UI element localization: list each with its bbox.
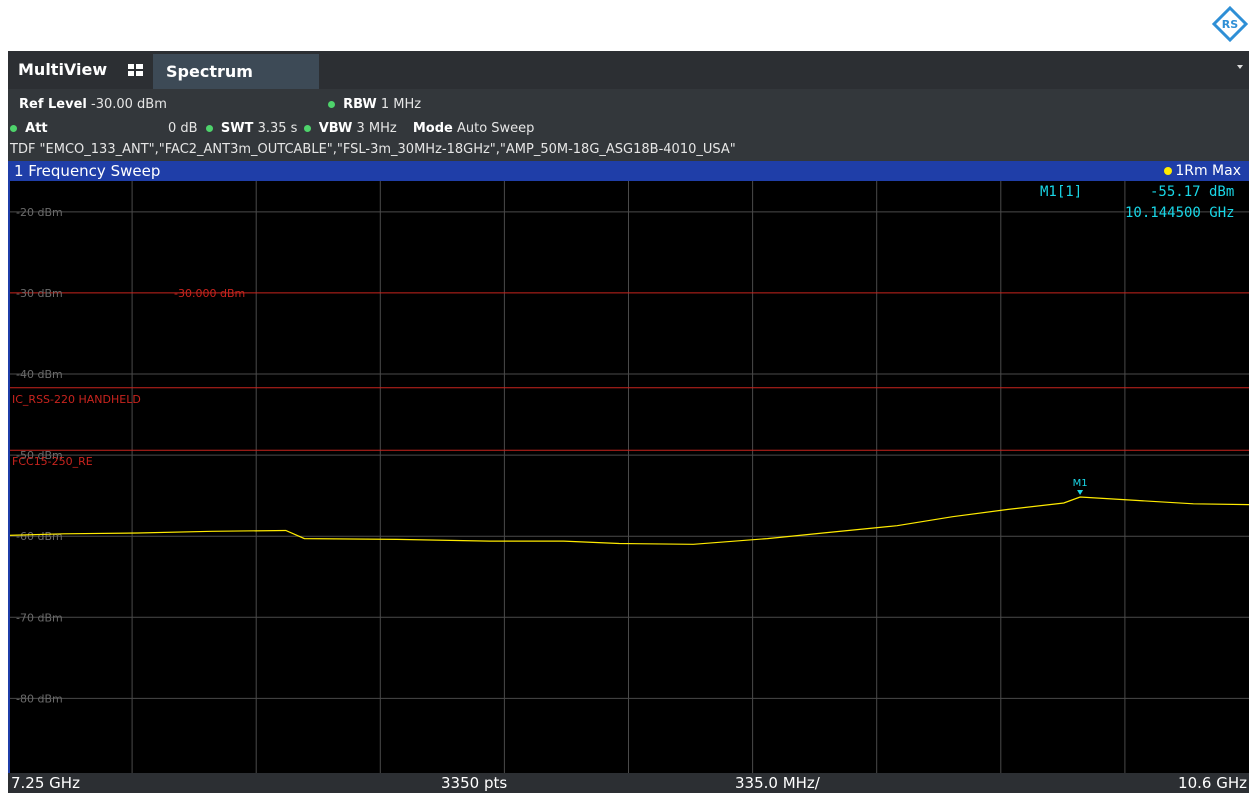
y-tick-label: -60 dBm	[16, 530, 63, 543]
start-frequency: 7.25 GHz	[11, 774, 80, 792]
marker-triangle-icon	[1077, 490, 1084, 496]
plot-left-border	[8, 181, 10, 773]
frequency-axis-footer: 7.25 GHz 3350 pts 335.0 MHz/ 10.6 GHz	[8, 773, 1249, 793]
swt-label: SWT	[220, 121, 254, 136]
coupled-indicator-icon	[328, 101, 335, 108]
att-row: Att	[10, 121, 48, 136]
span-per-division: 335.0 MHz/	[735, 774, 820, 792]
tab-multiview-label: MultiView	[18, 60, 108, 79]
reference-level-label: -30.000 dBm	[174, 287, 245, 300]
measurement-settings-panel: Ref Level -30.00 dBm RBW 1 MHz Att 0 dB …	[8, 89, 1249, 169]
spectrum-trace	[8, 496, 1249, 545]
marker-level: -55.17 dBm	[1150, 184, 1235, 200]
tab-multiview[interactable]: MultiView	[8, 51, 153, 89]
mode-label: Mode	[412, 121, 453, 136]
coupled-indicator-icon	[10, 125, 17, 132]
att-swt-row: 0 dB SWT 3.35 s VBW 3 MHz Mode Auto Swee…	[168, 121, 534, 136]
y-tick-label: -40 dBm	[16, 368, 63, 381]
att-label: Att	[25, 121, 48, 136]
spectrum-analyzer-window: MultiView Spectrum Ref Level -30.00 dBm …	[8, 51, 1249, 793]
limit-line-label: FCC15-250_RE	[12, 455, 93, 468]
spectrum-chart: -20 dBm -40 dBm -50 dBm -60 dBm -70 dBm -80 d…	[8, 181, 1249, 773]
stop-frequency: 10.6 GHz	[1178, 774, 1247, 792]
rohde-schwarz-logo-icon: RS	[1212, 6, 1248, 42]
rbw-label: RBW	[343, 97, 377, 112]
y-tick-label: -80 dBm	[16, 692, 63, 705]
rbw-value[interactable]: 1 MHz	[380, 97, 422, 112]
ref-level-label: Ref Level	[19, 97, 87, 112]
diagram-title: 1 Frequency Sweep	[14, 162, 161, 180]
y-tick-label: -30 dBm	[16, 287, 63, 300]
att-value[interactable]: 0 dB	[168, 121, 198, 136]
marker-frequency: 10.144500 GHz	[1125, 205, 1235, 221]
sweep-points: 3350 pts	[441, 774, 508, 792]
spectrum-plot-area[interactable]: -20 dBm -40 dBm -50 dBm -60 dBm -70 dBm -80 d…	[8, 181, 1249, 773]
limit-line-label: IC_RSS-220 HANDHELD	[12, 393, 141, 406]
swt-value[interactable]: 3.35 s	[257, 121, 298, 136]
rbw-row: RBW 1 MHz	[328, 97, 421, 112]
svg-text:RS: RS	[1222, 18, 1238, 31]
tdf-row: TDF "EMCO_133_ANT","FAC2_ANT3m_OUTCABLE"…	[10, 142, 736, 157]
y-tick-label: -20 dBm	[16, 206, 63, 219]
grid-icon	[128, 64, 143, 76]
tdf-value: TDF "EMCO_133_ANT","FAC2_ANT3m_OUTCABLE"…	[10, 142, 736, 157]
trace-indicator: 1Rm Max	[1164, 161, 1241, 181]
chevron-down-icon[interactable]	[1237, 65, 1243, 69]
coupled-indicator-icon	[205, 125, 213, 132]
y-tick-label: -70 dBm	[16, 611, 63, 624]
trace-color-icon	[1164, 167, 1173, 175]
mode-value[interactable]: Auto Sweep	[456, 121, 535, 136]
vbw-value[interactable]: 3 MHz	[356, 121, 397, 136]
tab-spectrum-label: Spectrum	[166, 62, 253, 81]
marker-name: M1[1]	[1040, 184, 1083, 200]
ref-level-row: Ref Level -30.00 dBm	[19, 97, 167, 112]
trace-label: 1Rm Max	[1175, 163, 1241, 179]
tab-spectrum[interactable]: Spectrum	[153, 54, 319, 89]
y-tick-label: -50 dBm	[16, 449, 63, 462]
vbw-label: VBW	[318, 121, 353, 136]
ref-level-value[interactable]: -30.00 dBm	[91, 97, 167, 112]
tab-bar: MultiView Spectrum	[8, 51, 1249, 89]
marker-label: M1	[1073, 478, 1088, 489]
coupled-indicator-icon	[303, 125, 311, 132]
diagram-title-bar: 1 Frequency Sweep 1Rm Max	[8, 161, 1249, 181]
